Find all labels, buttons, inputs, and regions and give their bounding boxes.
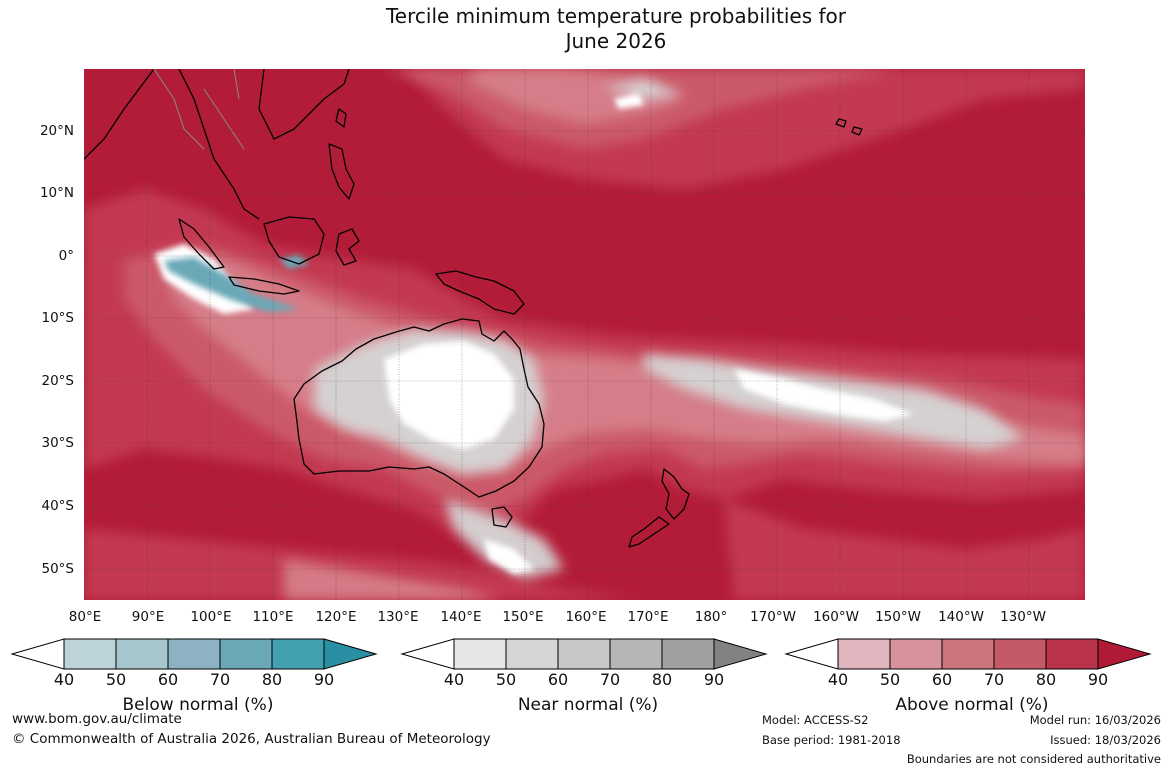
swatch-below-5 — [271, 638, 325, 670]
java-coast — [228, 276, 300, 295]
swatch-near-2 — [505, 638, 559, 670]
colorbar-below-swatches — [10, 638, 378, 670]
swatch-below-2 — [115, 638, 169, 670]
near-normal-label: Near normal (%) — [517, 695, 659, 715]
lon-label-140e: 140°E — [440, 609, 482, 625]
philippines-coast — [328, 143, 355, 200]
near-tick-40: 40 — [443, 670, 465, 689]
colorbar-near-swatches — [400, 638, 768, 670]
lon-label-170e: 170°E — [627, 609, 669, 625]
below-tick-70: 70 — [209, 670, 231, 689]
new-guinea-coast — [435, 270, 525, 315]
swatch-below-1 — [63, 638, 117, 670]
swatch-above-0 — [784, 638, 839, 670]
graticule — [84, 69, 1085, 600]
below-normal-label: Below normal (%) — [122, 695, 274, 715]
lon-label-100e: 100°E — [190, 609, 232, 625]
swatch-near-3 — [557, 638, 611, 670]
colorbar-above-normal: 40 50 60 70 80 90 Above normal (%) — [784, 634, 1160, 734]
taiwan-coast — [335, 108, 347, 128]
lon-label-180: 180° — [694, 609, 728, 625]
coastlines — [84, 69, 863, 548]
swatch-below-0 — [10, 638, 65, 670]
swatch-below-3 — [167, 638, 221, 670]
near-tick-90: 90 — [703, 670, 725, 689]
below-tick-50: 50 — [105, 670, 127, 689]
lon-label-170w: 170°W — [750, 609, 796, 625]
lon-label-130w: 130°W — [1000, 609, 1046, 625]
swatch-above-4 — [993, 638, 1047, 670]
map-title: Tercile minimum temperature probabilitie… — [316, 4, 916, 54]
model-run-date: Model run: 16/03/2026 — [1029, 713, 1161, 727]
near-tick-80: 80 — [651, 670, 673, 689]
above-tick-90: 90 — [1087, 670, 1109, 689]
above-tick-40: 40 — [827, 670, 849, 689]
lon-label-110e: 110°E — [252, 609, 294, 625]
sumatra-coast — [178, 218, 225, 270]
swatch-above-1 — [837, 638, 891, 670]
swatch-near-1 — [453, 638, 507, 670]
below-tick-90: 90 — [313, 670, 335, 689]
model-name: Model: ACCESS-S2 — [762, 713, 869, 727]
new-zealand-south-coast — [628, 516, 670, 548]
swatch-above-6 — [1097, 638, 1152, 670]
swatch-near-6 — [713, 638, 768, 670]
australia-coast — [293, 318, 545, 498]
hawaii-coast — [835, 118, 863, 136]
lon-label-90e: 90°E — [131, 609, 165, 625]
swatch-near-5 — [661, 638, 715, 670]
near-tick-70: 70 — [599, 670, 621, 689]
lon-label-150w: 150°W — [875, 609, 921, 625]
colorbar-above-swatches — [784, 638, 1152, 670]
colorbar-below-normal: 40 50 60 70 80 90 Below normal (%) — [10, 634, 386, 734]
swatch-below-4 — [219, 638, 273, 670]
lon-label-80e: 80°E — [68, 609, 102, 625]
lat-label-30s: 30°S — [41, 435, 75, 451]
lon-label-160w: 160°W — [813, 609, 859, 625]
above-normal-label: Above normal (%) — [895, 695, 1049, 715]
lat-label-20n: 20°N — [39, 123, 74, 139]
asia-coast — [84, 69, 350, 220]
lon-label-150e: 150°E — [502, 609, 544, 625]
below-tick-80: 80 — [261, 670, 283, 689]
lat-label-0: 0° — [58, 248, 74, 264]
lat-label-10n: 10°N — [39, 185, 74, 201]
lat-label-50s: 50°S — [41, 561, 75, 577]
swatch-above-2 — [889, 638, 943, 670]
colorbar-near-normal: 40 50 60 70 80 90 Near normal (%) — [400, 634, 776, 734]
lat-label-10s: 10°S — [41, 310, 75, 326]
swatch-near-0 — [400, 638, 455, 670]
above-tick-70: 70 — [983, 670, 1005, 689]
website-url: www.bom.gov.au/climate — [12, 711, 182, 727]
lon-label-130e: 130°E — [377, 609, 419, 625]
lon-label-160e: 160°E — [565, 609, 607, 625]
copyright-notice: © Commonwealth of Australia 2026, Austra… — [12, 731, 491, 747]
sulawesi-coast — [335, 228, 360, 266]
lon-label-140w: 140°W — [938, 609, 984, 625]
lat-label-40s: 40°S — [41, 498, 75, 514]
near-tick-50: 50 — [495, 670, 517, 689]
above-tick-50: 50 — [879, 670, 901, 689]
title-line-1: Tercile minimum temperature probabilitie… — [385, 4, 847, 28]
tasmania-coast — [491, 506, 513, 528]
lon-label-120e: 120°E — [315, 609, 357, 625]
title-line-2: June 2026 — [565, 29, 667, 53]
lat-label-20s: 20°S — [41, 373, 75, 389]
swatch-near-4 — [609, 638, 663, 670]
above-tick-80: 80 — [1035, 670, 1057, 689]
borders — [153, 69, 245, 150]
above-tick-60: 60 — [931, 670, 953, 689]
swatch-above-5 — [1045, 638, 1099, 670]
below-tick-40: 40 — [53, 670, 75, 689]
swatch-below-6 — [323, 638, 378, 670]
new-zealand-north-coast — [661, 468, 690, 520]
boundaries-disclaimer: Boundaries are not considered authoritat… — [906, 752, 1161, 766]
borneo-coast — [263, 216, 325, 265]
probability-map — [84, 69, 1085, 600]
issued-date: Issued: 18/03/2026 — [1050, 733, 1161, 747]
below-tick-60: 60 — [157, 670, 179, 689]
swatch-above-3 — [941, 638, 995, 670]
base-period: Base period: 1981-2018 — [762, 733, 901, 747]
near-tick-60: 60 — [547, 670, 569, 689]
